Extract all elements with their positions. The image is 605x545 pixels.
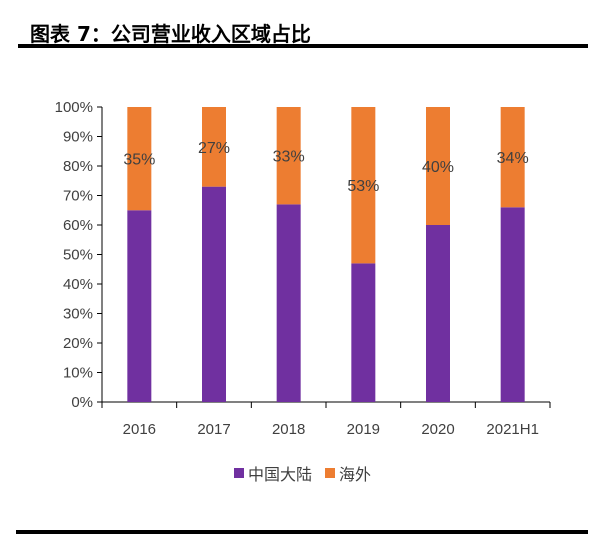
bar-overseas — [202, 107, 226, 187]
legend-label: 海外 — [339, 465, 372, 484]
bar-overseas — [276, 107, 301, 205]
legend: 中国大陆 海外 — [0, 461, 605, 485]
y-tick-label: 100% — [55, 99, 93, 116]
data-label: 35% — [123, 152, 155, 169]
y-tick-label: 90% — [63, 129, 93, 146]
legend-swatch — [233, 468, 244, 478]
y-tick-label: 40% — [63, 276, 93, 293]
legend-item-domestic: 中国大陆 — [233, 461, 312, 485]
y-tick-label: 10% — [63, 365, 93, 382]
y-tick-label: 80% — [63, 158, 93, 175]
figure-title: 图表 7：公司营业收入区域占比 — [30, 22, 311, 46]
y-tick-label: 20% — [63, 335, 93, 352]
legend-swatch — [325, 468, 336, 478]
data-label: 53% — [347, 178, 379, 195]
y-tick-label: 0% — [71, 394, 93, 411]
bar-domestic — [276, 204, 301, 402]
x-tick-label: 2018 — [272, 421, 305, 438]
y-tick-label: 30% — [63, 306, 93, 323]
bar-domestic — [202, 186, 226, 402]
bar-overseas — [500, 107, 525, 208]
data-label: 27% — [198, 140, 230, 157]
title-rule — [18, 44, 588, 48]
x-tick-label: 2021H1 — [486, 421, 539, 438]
legend-label: 中国大陆 — [247, 465, 312, 484]
bar-overseas — [127, 107, 152, 211]
y-tick-label: 50% — [63, 247, 93, 264]
bar-domestic — [426, 225, 450, 402]
bar-overseas — [426, 107, 450, 225]
footer-rule — [16, 530, 588, 534]
x-tick-label: 2017 — [197, 421, 230, 438]
data-label: 34% — [497, 150, 529, 167]
data-label: 40% — [422, 159, 454, 176]
x-tick-label: 2020 — [421, 421, 454, 438]
x-tick-label: 2016 — [123, 421, 156, 438]
bar-overseas — [351, 107, 376, 264]
bar-domestic — [351, 263, 376, 402]
bar-domestic — [127, 210, 152, 402]
y-tick-label: 70% — [63, 188, 93, 205]
x-tick-label: 2019 — [347, 421, 380, 438]
y-tick-label: 60% — [63, 217, 93, 234]
legend-item-overseas: 海外 — [325, 461, 371, 485]
data-label: 33% — [273, 149, 305, 166]
bar-domestic — [500, 207, 525, 402]
